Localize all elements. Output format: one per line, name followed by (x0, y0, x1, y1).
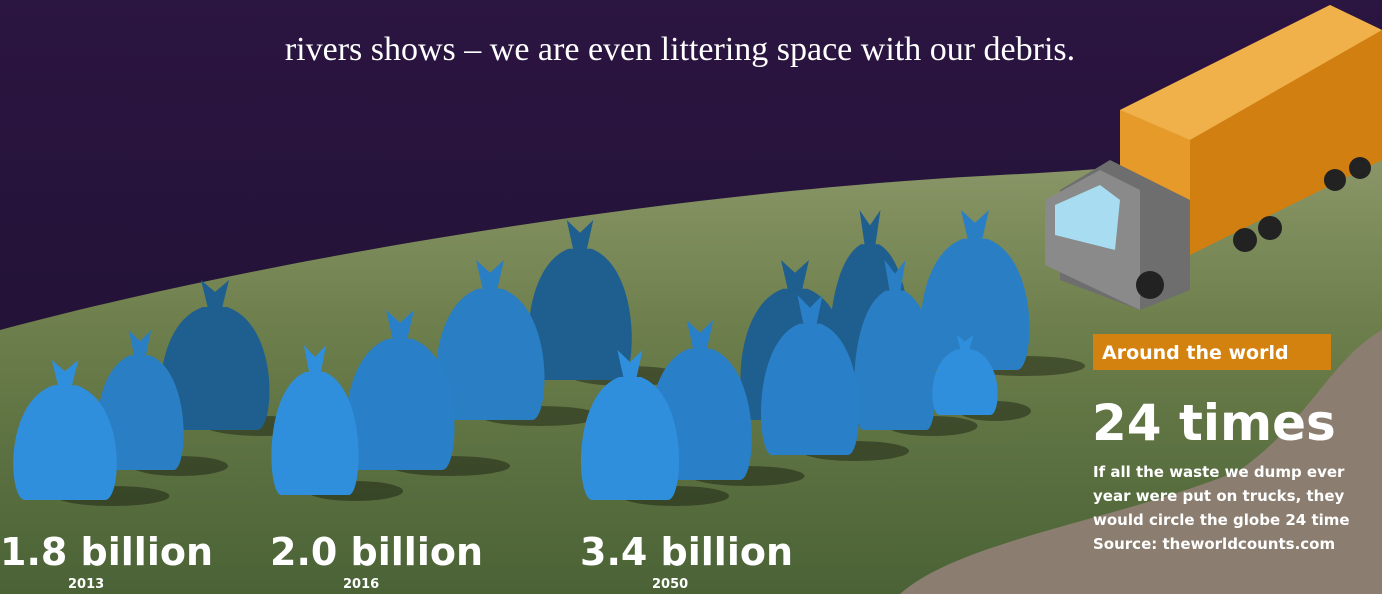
bag-part (435, 288, 545, 420)
bag-part (128, 330, 152, 357)
stat-year: 2016 (343, 577, 379, 592)
bag-part (51, 360, 79, 387)
panel-headline: 24 times (1092, 394, 1336, 452)
stat-value: 3.4 billion (580, 530, 793, 574)
bag-part (271, 372, 359, 495)
stat-year: 2050 (652, 577, 688, 592)
bag-part (617, 350, 643, 379)
stat-value: 1.8 billion (0, 530, 213, 574)
bag-part (386, 310, 414, 341)
bag-part (201, 280, 229, 309)
bag-part (476, 260, 504, 291)
panel-body: If all the waste we dump ever (1093, 463, 1345, 481)
stat-year: 2013 (68, 577, 104, 592)
bag-part (13, 385, 117, 500)
bags (13, 210, 1085, 506)
bag-part (160, 307, 270, 430)
panel-body: Source: theworldcounts.com (1093, 535, 1335, 553)
bag-part (580, 377, 680, 500)
bag-part (932, 349, 998, 415)
bag-part (760, 323, 860, 455)
road (900, 330, 1382, 594)
bag-part (854, 290, 936, 430)
bag-part (686, 320, 714, 351)
bag-part (96, 355, 184, 470)
bag-part (884, 260, 906, 293)
panel-tag: Around the world (1102, 342, 1289, 364)
bag-part (961, 210, 989, 241)
bag-part (528, 248, 632, 381)
bag-part (345, 338, 455, 470)
panel-body: year were put on trucks, they (1093, 487, 1345, 505)
bag-part (859, 210, 881, 247)
bag-part (566, 220, 594, 251)
stat-value: 2.0 billion (270, 530, 483, 574)
truck (1045, 5, 1382, 310)
panel-body: would circle the globe 24 time (1093, 511, 1350, 529)
panel-tag-box (1093, 334, 1331, 370)
bag-part (920, 238, 1030, 371)
bag-part (303, 345, 327, 374)
bag-part (956, 335, 974, 351)
bag-part (781, 260, 809, 291)
bag-part (797, 295, 823, 326)
intro-line: rivers shows – we are even littering spa… (285, 31, 1075, 68)
